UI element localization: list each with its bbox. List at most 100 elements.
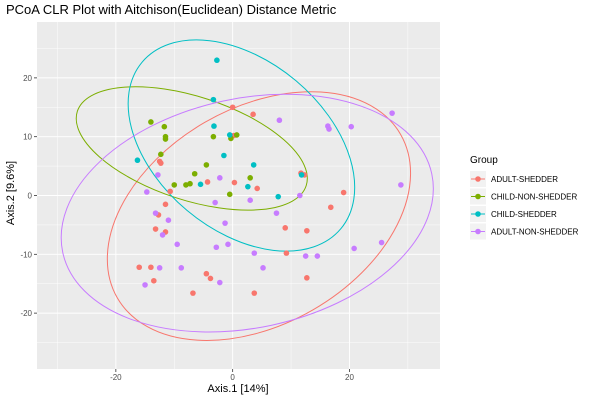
adult-shedder-point [304, 227, 310, 234]
child-shedder-point [210, 96, 217, 103]
child-shedder-point [275, 193, 282, 200]
x-tick-label: 0 [230, 373, 235, 382]
y-tick-label: 20 [23, 74, 32, 83]
child-non-shedder-legend-label: CHILD-NON-SHEDDER [491, 193, 577, 202]
adult-shedder-point [158, 160, 164, 166]
adult-shedder-point [152, 226, 159, 232]
adult-shedder-point [190, 290, 196, 296]
child-shedder-point [211, 123, 217, 129]
adult-shedder-point [283, 250, 290, 256]
child-shedder-point [298, 172, 305, 178]
adult-shedder-point [327, 204, 334, 211]
adult-non-shedder-point [297, 192, 303, 199]
child-non-shedder-point [210, 133, 217, 140]
adult-shedder-point [304, 275, 310, 281]
data-points [134, 57, 404, 296]
legend-title: Group [470, 155, 498, 166]
child-shedder-legend-label: CHILD-SHEDDER [491, 210, 557, 219]
child-shedder-point [134, 157, 141, 164]
adult-non-shedder-point [217, 175, 223, 181]
adult-shedder-point [167, 188, 173, 195]
adult-non-shedder-point [348, 123, 355, 130]
child-non-shedder-point [161, 123, 168, 130]
child-non-shedder-point [162, 136, 169, 142]
adult-non-shedder-ellipse [60, 93, 434, 333]
child-non-shedder-point [148, 119, 154, 125]
child-shedder-point [245, 183, 251, 190]
adult-shedder-ellipse [106, 91, 412, 341]
adult-non-shedder-legend-dot [475, 228, 481, 235]
adult-shedder-point [229, 104, 236, 111]
adult-non-shedder-point [247, 197, 253, 204]
child-non-shedder-point [171, 182, 178, 188]
adult-shedder-legend-label: ADULT-SHEDDER [491, 175, 558, 184]
adult-shedder-point [340, 189, 347, 196]
child-non-shedder-point [158, 151, 164, 158]
adult-non-shedder-point [351, 245, 357, 252]
adult-non-shedder-point [260, 265, 266, 271]
adult-non-shedder-point [155, 172, 161, 178]
adult-non-shedder-point [213, 244, 220, 251]
adult-shedder-point [151, 277, 157, 284]
y-tick-label: -10 [20, 250, 32, 259]
y-axis-title: Axis.2 [9.6%] [5, 161, 17, 225]
adult-non-shedder-point [165, 217, 172, 224]
adult-shedder-point [251, 290, 258, 296]
adult-shedder-legend-dot [475, 176, 481, 182]
adult-shedder-point [204, 179, 211, 185]
child-shedder-legend-dot [475, 211, 481, 217]
child-non-shedder-point [247, 175, 253, 181]
adult-non-shedder-point [222, 220, 228, 226]
x-tick-label: 20 [345, 373, 354, 382]
adult-non-shedder-point [174, 241, 180, 248]
y-axis: -20 -10 0 10 20 [20, 74, 37, 318]
adult-non-shedder-point [276, 117, 283, 124]
adult-non-shedder-point [251, 250, 258, 256]
adult-non-shedder-point [325, 123, 331, 129]
adult-non-shedder-point [389, 110, 395, 116]
adult-non-shedder-point [225, 241, 231, 248]
adult-non-shedder-point [398, 182, 404, 188]
child-non-shedder-point [203, 162, 210, 168]
x-axis: -20 0 20 [110, 369, 354, 382]
adult-shedder-point [250, 111, 256, 118]
adult-shedder-point [282, 225, 289, 231]
adult-non-shedder-point [152, 210, 159, 216]
child-non-shedder-point [183, 182, 189, 188]
y-tick-label: 0 [28, 192, 33, 201]
adult-shedder-point [207, 275, 214, 282]
child-non-shedder-point [191, 170, 198, 177]
adult-shedder-point [162, 201, 169, 208]
child-non-shedder-point [233, 132, 240, 138]
legend: Group ADULT-SHEDDER CHILD-NON-SHEDDER CHIL… [470, 155, 579, 240]
legend-keys: ADULT-SHEDDER CHILD-NON-SHEDDER CHILD-SHED… [470, 171, 579, 240]
plot-panel [37, 22, 440, 369]
adult-shedder-point [254, 185, 260, 192]
adult-shedder-point [203, 270, 210, 277]
adult-non-shedder-point [314, 253, 321, 259]
child-shedder-ellipse [127, 39, 356, 252]
child-shedder-point [221, 152, 227, 159]
adult-shedder-point [231, 179, 238, 186]
adult-shedder-point [136, 264, 143, 271]
adult-non-shedder-point [217, 279, 223, 286]
adult-non-shedder-point [142, 282, 148, 288]
adult-non-shedder-point [302, 253, 309, 259]
adult-non-shedder-point [212, 199, 218, 206]
confidence-ellipses [60, 39, 434, 341]
chart-title: PCoA CLR Plot with Aitchison(Euclidean) … [6, 2, 337, 17]
child-shedder-point [226, 132, 233, 138]
child-shedder-point [214, 57, 220, 64]
x-tick-label: -20 [110, 373, 122, 382]
child-shedder-point [250, 162, 257, 168]
child-non-shedder-legend-dot [475, 193, 481, 200]
child-shedder-point [197, 181, 204, 188]
y-tick-label: -20 [20, 309, 32, 318]
adult-non-shedder-point [156, 265, 163, 271]
adult-non-shedder-legend-label: ADULT-NON-SHEDDER [491, 228, 579, 237]
x-axis-title: Axis.1 [14%] [207, 383, 268, 395]
adult-non-shedder-point [378, 239, 385, 246]
adult-non-shedder-point [178, 265, 185, 271]
gridlines [37, 22, 440, 369]
